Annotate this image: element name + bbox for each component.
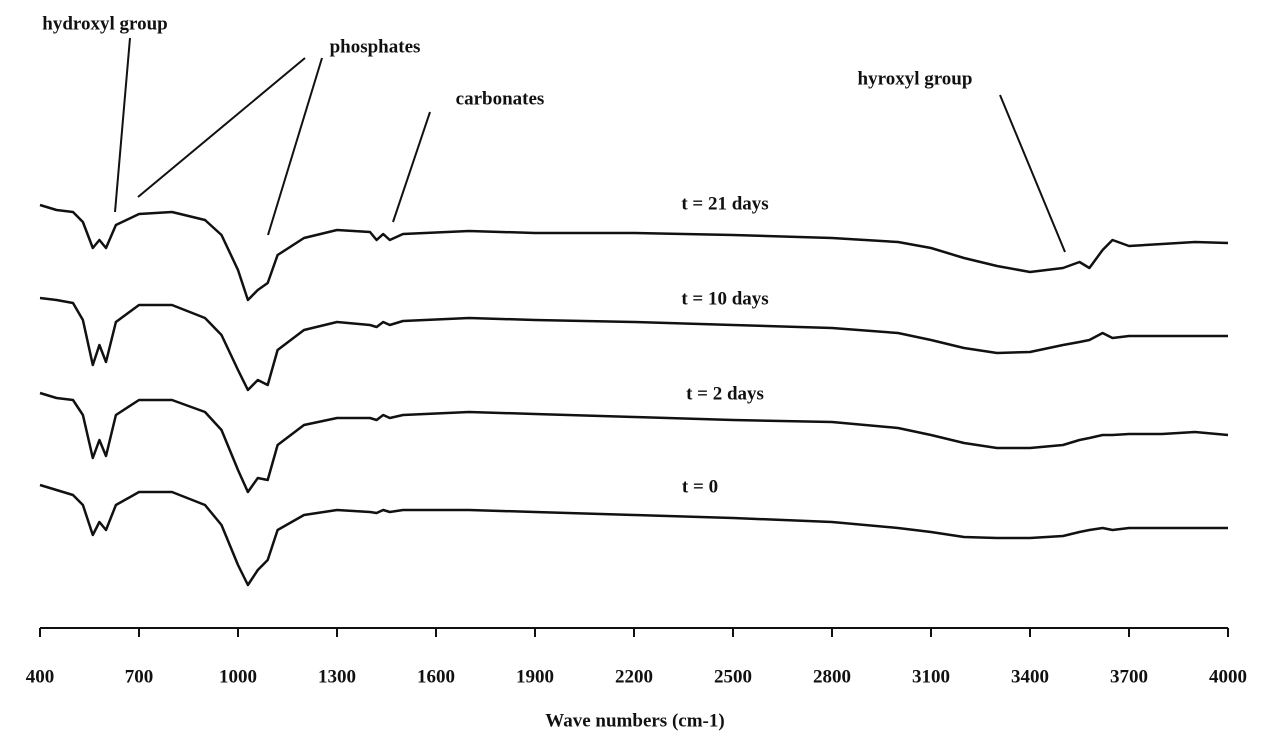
x-tick-label: 2200 bbox=[615, 666, 653, 687]
x-tick-label: 700 bbox=[125, 666, 154, 687]
x-tick-label: 2500 bbox=[714, 666, 752, 687]
leader-line bbox=[137, 57, 306, 198]
series-label: t = 0 bbox=[682, 476, 718, 497]
x-tick-label: 1300 bbox=[318, 666, 356, 687]
spectrum-line bbox=[39, 391, 1229, 494]
x-tick-label: 1900 bbox=[516, 666, 554, 687]
leader-line bbox=[267, 57, 323, 236]
series-label: t = 10 days bbox=[681, 288, 768, 309]
x-tick-label: 400 bbox=[26, 666, 55, 687]
series-label: t = 21 days bbox=[681, 193, 768, 214]
x-tick-label: 2800 bbox=[813, 666, 851, 687]
x-axis-label: Wave numbers (cm-1) bbox=[545, 710, 724, 731]
annotation: carbonates bbox=[456, 88, 545, 109]
leader-line bbox=[114, 37, 131, 213]
x-tick-label: 3100 bbox=[912, 666, 950, 687]
spectrum-line bbox=[39, 296, 1228, 392]
x-tick-label: 1600 bbox=[417, 666, 455, 687]
x-tick-label: 3700 bbox=[1110, 666, 1148, 687]
series-label: t = 2 days bbox=[686, 383, 764, 404]
leader-line bbox=[999, 94, 1066, 253]
spectrum-line bbox=[39, 203, 1229, 302]
spectrum-line bbox=[39, 483, 1228, 587]
annotation: phosphates bbox=[330, 36, 421, 57]
x-tick-label: 3400 bbox=[1011, 666, 1049, 687]
annotation: hyroxyl group bbox=[858, 68, 973, 89]
x-tick-label: 1000 bbox=[219, 666, 257, 687]
x-tick-label: 4000 bbox=[1209, 666, 1247, 687]
annotation: hydroxyl group bbox=[42, 13, 167, 34]
leader-line bbox=[392, 111, 431, 223]
